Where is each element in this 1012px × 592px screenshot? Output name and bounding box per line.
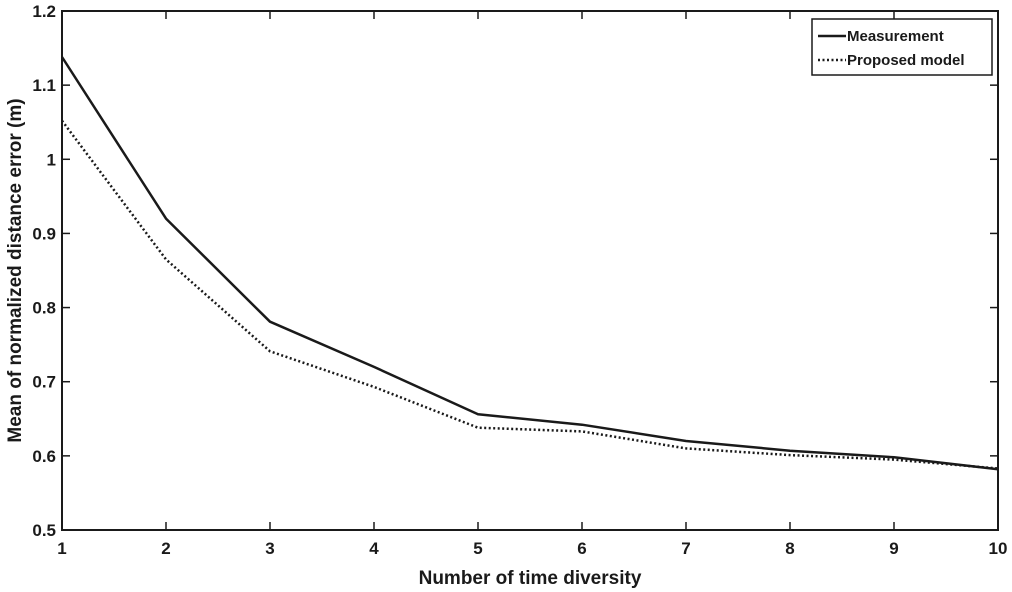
series-line-proposed-model [60,119,999,470]
legend-label-proposed-model: Proposed model [847,52,965,69]
x-tick-label: 4 [369,539,379,558]
legend-label-measurement: Measurement [847,28,944,45]
x-tick-label: 1 [57,539,66,558]
plot-frame [61,10,999,531]
axis-ticks [61,10,999,531]
x-tick-label: 7 [681,539,690,558]
y-tick-label: 1.2 [32,2,56,21]
series-line-measurement [60,56,999,471]
series-group [60,56,999,471]
legend-box [811,18,993,76]
x-tick-label: 3 [265,539,274,558]
y-axis-title: Mean of normalized distance error (m) [5,98,26,442]
x-tick-label: 5 [473,539,482,558]
y-tick-labels: 0.5 0.6 0.7 0.8 0.9 1 1.1 1.2 [32,2,56,540]
x-axis-title: Number of time diversity [419,568,642,589]
legend: Measurement Proposed model [811,18,993,76]
y-tick-label: 0.8 [32,299,56,318]
x-tick-label: 9 [889,539,898,558]
y-tick-label: 1.1 [32,76,56,95]
y-tick-label: 1 [47,150,56,169]
y-tick-label: 0.6 [32,447,56,466]
y-tick-label: 0.7 [32,373,56,392]
x-tick-label: 6 [577,539,586,558]
x-tick-labels: 1 2 3 4 5 6 7 8 9 10 [57,539,1007,558]
x-tick-label: 2 [161,539,170,558]
x-tick-label: 10 [989,539,1008,558]
x-tick-label: 8 [785,539,794,558]
y-tick-label: 0.5 [32,521,56,540]
y-tick-label: 0.9 [32,224,56,243]
